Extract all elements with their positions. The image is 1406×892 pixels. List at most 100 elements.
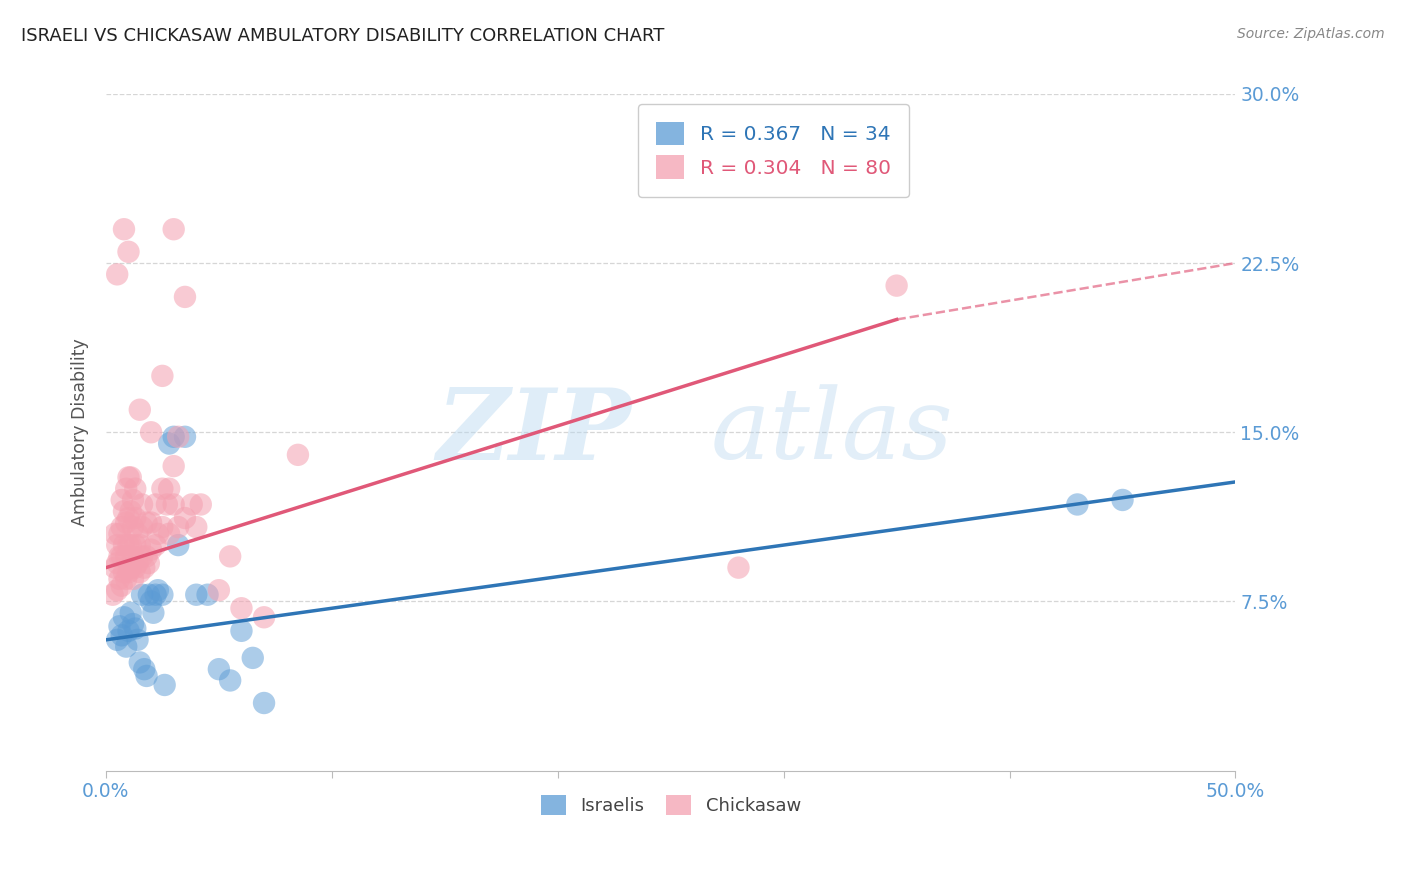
Point	[150, 520, 173, 534]
Point	[128, 402, 150, 417]
Point	[111, 579, 134, 593]
Point	[186, 588, 208, 602]
Point	[112, 538, 135, 552]
Point	[131, 520, 153, 534]
Point	[122, 520, 145, 534]
Point	[117, 511, 139, 525]
Point	[127, 556, 149, 570]
Point	[105, 632, 128, 647]
Point	[208, 662, 231, 676]
Point	[253, 610, 276, 624]
Point	[186, 520, 208, 534]
Point	[115, 516, 138, 530]
Point	[142, 606, 165, 620]
Point	[139, 425, 162, 440]
Point	[120, 560, 142, 574]
Point	[180, 498, 202, 512]
Point	[145, 588, 167, 602]
Point	[117, 244, 139, 259]
Point	[131, 549, 153, 564]
Point	[190, 498, 212, 512]
Point	[131, 498, 153, 512]
Point	[122, 492, 145, 507]
Point	[1066, 498, 1088, 512]
Point	[231, 624, 253, 638]
Point	[128, 656, 150, 670]
Point	[112, 565, 135, 579]
Point	[108, 526, 131, 541]
Point	[105, 583, 128, 598]
Point	[117, 565, 139, 579]
Point	[134, 560, 156, 574]
Point	[104, 560, 127, 574]
Point	[131, 588, 153, 602]
Point	[157, 436, 180, 450]
Text: Source: ZipAtlas.com: Source: ZipAtlas.com	[1237, 27, 1385, 41]
Text: ISRAELI VS CHICKASAW AMBULATORY DISABILITY CORRELATION CHART: ISRAELI VS CHICKASAW AMBULATORY DISABILI…	[21, 27, 665, 45]
Point	[138, 556, 160, 570]
Point	[124, 511, 146, 525]
Point	[150, 368, 173, 383]
Point	[219, 549, 242, 564]
Point	[128, 565, 150, 579]
Point	[124, 482, 146, 496]
Point	[128, 538, 150, 552]
Point	[153, 678, 176, 692]
Point	[111, 628, 134, 642]
Point	[111, 492, 134, 507]
Text: ZIP: ZIP	[436, 384, 631, 481]
Point	[886, 278, 908, 293]
Point	[120, 538, 142, 552]
Point	[111, 549, 134, 564]
Point	[146, 526, 169, 541]
Point	[122, 617, 145, 632]
Point	[135, 516, 157, 530]
Point	[139, 594, 162, 608]
Point	[150, 482, 173, 496]
Point	[139, 516, 162, 530]
Point	[122, 572, 145, 586]
Point	[134, 662, 156, 676]
Point	[150, 588, 173, 602]
Point	[139, 542, 162, 557]
Point	[231, 601, 253, 615]
Point	[105, 538, 128, 552]
Point	[120, 470, 142, 484]
Point	[174, 290, 197, 304]
Point	[163, 459, 186, 474]
Point	[124, 538, 146, 552]
Point	[163, 222, 186, 236]
Point	[108, 549, 131, 564]
Point	[167, 538, 190, 552]
Point	[120, 504, 142, 518]
Point	[117, 470, 139, 484]
Point	[145, 538, 167, 552]
Point	[101, 588, 124, 602]
Point	[219, 673, 242, 688]
Y-axis label: Ambulatory Disability: Ambulatory Disability	[72, 338, 89, 526]
Point	[174, 430, 197, 444]
Point	[122, 549, 145, 564]
Point	[167, 430, 190, 444]
Point	[112, 610, 135, 624]
Point	[208, 583, 231, 598]
Point	[124, 622, 146, 636]
Point	[253, 696, 276, 710]
Point	[115, 572, 138, 586]
Point	[124, 560, 146, 574]
Point	[111, 520, 134, 534]
Point	[105, 268, 128, 282]
Point	[112, 222, 135, 236]
Point	[115, 549, 138, 564]
Point	[105, 556, 128, 570]
Point	[117, 538, 139, 552]
Point	[163, 430, 186, 444]
Point	[127, 526, 149, 541]
Point	[197, 588, 219, 602]
Point	[156, 498, 179, 512]
Point	[120, 606, 142, 620]
Point	[135, 549, 157, 564]
Point	[157, 526, 180, 541]
Point	[108, 572, 131, 586]
Point	[108, 619, 131, 633]
